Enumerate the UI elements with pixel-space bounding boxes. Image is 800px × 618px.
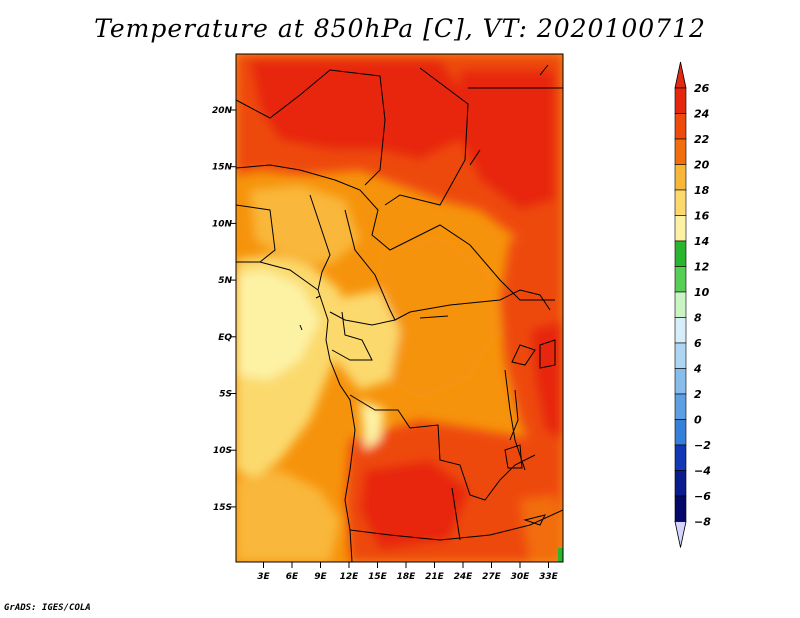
lat-tick-label: 10N xyxy=(212,219,233,229)
colorbar-top-cap xyxy=(674,61,687,89)
lat-tick-label: 15S xyxy=(213,503,232,513)
colorbar-label: 20 xyxy=(694,159,710,172)
colorbar-band xyxy=(674,189,687,216)
lon-tick-label: 3E xyxy=(257,572,270,582)
longitude-axis: 3E 6E 9E 12E 15E 18E 21E 24E 27E 30E 33E xyxy=(257,562,559,582)
colorbar-band xyxy=(674,113,687,140)
lon-tick-label: 24E xyxy=(454,572,474,582)
colorbar-label: −2 xyxy=(694,439,711,452)
chart-title: Temperature at 850hPa [C], VT: 202010071… xyxy=(94,14,706,43)
colorbar-band xyxy=(674,317,687,344)
colorbar-band xyxy=(674,368,687,395)
colorbar-label: 2 xyxy=(694,388,702,401)
colorbar-band xyxy=(674,495,687,522)
colorbar-label: 12 xyxy=(694,261,710,274)
colorbar-label: 4 xyxy=(693,363,702,376)
colorbar-band xyxy=(674,419,687,446)
grads-credit: GrADS: IGES/COLA xyxy=(4,603,91,613)
lon-tick-label: 30E xyxy=(511,572,531,582)
colorbar-label: 24 xyxy=(694,108,709,121)
colorbar-label: 10 xyxy=(694,286,710,299)
colorbar-band xyxy=(674,87,687,114)
lat-tick-label: 5N xyxy=(218,276,232,286)
lon-tick-label: 12E xyxy=(340,572,360,582)
colorbar-label: −6 xyxy=(694,490,711,503)
lon-tick-label: 6E xyxy=(286,572,299,582)
colorbar-label: 26 xyxy=(694,82,710,95)
colorbar-label: 14 xyxy=(694,235,709,248)
colorbar-band xyxy=(674,164,687,191)
colorbar-band xyxy=(674,342,687,369)
lon-tick-label: 18E xyxy=(397,572,417,582)
colorbar-label: 6 xyxy=(694,337,702,350)
lon-tick-label: 15E xyxy=(368,572,388,582)
colorbar-band xyxy=(674,266,687,293)
lat-tick-label: 10S xyxy=(213,446,232,456)
colorbar-band xyxy=(674,138,687,165)
colorbar-band xyxy=(674,393,687,420)
lon-tick-label: 27E xyxy=(482,572,502,582)
colorbar-band xyxy=(674,240,687,267)
colorbar-label: 18 xyxy=(694,184,710,197)
lat-tick-label: 15N xyxy=(212,163,233,173)
colorbar-label: −8 xyxy=(694,516,711,529)
country-borders xyxy=(236,67,563,541)
colorbar-label: −4 xyxy=(694,465,711,478)
lat-tick-label: 20N xyxy=(212,106,233,116)
latitude-axis: 20N 15N 10N 5N EQ 5S 10S 15S xyxy=(212,106,236,513)
lon-tick-label: 21E xyxy=(425,572,445,582)
colorbar-band xyxy=(674,291,687,318)
colorbar-bottom-cap xyxy=(674,521,687,548)
colorbar-label: 8 xyxy=(694,312,702,325)
colorbar-band xyxy=(674,470,687,497)
colorbar-band xyxy=(674,444,687,471)
temperature-field xyxy=(236,54,563,562)
lat-tick-label: EQ xyxy=(218,333,232,343)
colorbar-band xyxy=(674,215,687,242)
lat-tick-label: 5S xyxy=(219,390,232,400)
lon-tick-label: 33E xyxy=(539,572,559,582)
map-frame xyxy=(235,53,564,563)
lon-tick-label: 9E xyxy=(314,572,327,582)
colorbar-label: 0 xyxy=(694,414,702,427)
colorbar-label: 22 xyxy=(694,133,710,146)
colorbar-label: 16 xyxy=(694,210,710,223)
